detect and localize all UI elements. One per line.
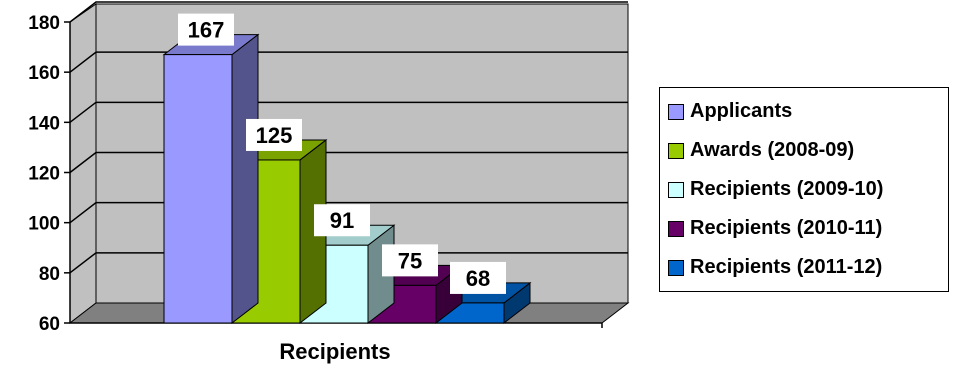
data-label-bg — [382, 244, 438, 277]
bar-side — [231, 33, 259, 325]
data-label: 91 — [314, 204, 370, 237]
legend-label: Applicants — [690, 100, 793, 122]
legend-item: Awards (2008-09) — [668, 131, 948, 170]
bar-front — [163, 54, 233, 324]
data-label: 167 — [178, 13, 234, 46]
legend-swatch — [668, 181, 684, 198]
legend: Applicants Awards (2008-09) Recipients (20… — [659, 87, 949, 292]
bar — [162, 33, 260, 325]
legend-label: Recipients (2010-11) — [690, 217, 883, 239]
legend-item: Recipients (2011-12) — [668, 248, 948, 287]
side-wall — [69, 3, 97, 325]
data-label: 125 — [246, 118, 302, 151]
legend-label: Recipients (2011-12) — [690, 256, 883, 278]
data-label-text: 125 — [256, 123, 293, 148]
y-tick-label: 140 — [28, 113, 60, 134]
y-tick-label: 160 — [28, 63, 60, 84]
legend-swatch — [668, 259, 684, 276]
y-tick-label: 60 — [39, 314, 60, 335]
legend-label: Awards (2008-09) — [690, 139, 855, 161]
data-label-bg — [246, 118, 302, 151]
gridlines — [69, 1, 628, 274]
data-labels: 167 125 91 75 68 — [178, 13, 506, 294]
data-label-bg — [450, 261, 506, 294]
y-tick-label: 180 — [28, 13, 60, 34]
data-label: 68 — [450, 261, 506, 294]
gridline — [69, 201, 628, 224]
legend-label: Recipients (2009-10) — [690, 178, 884, 200]
legend-swatch — [668, 220, 684, 237]
y-tick-label: 100 — [28, 214, 60, 235]
gridline — [69, 101, 628, 123]
y-tick-label: 120 — [28, 164, 60, 185]
data-label-bg — [314, 204, 370, 237]
y-tick-label: 80 — [39, 264, 60, 285]
data-label-text: 68 — [466, 266, 490, 291]
y-axis: 60 80 100 120 140 160 180 — [28, 13, 603, 335]
legend-item: Applicants — [668, 92, 948, 131]
data-label-text: 91 — [330, 208, 354, 233]
legend-swatch — [668, 142, 684, 159]
gridline — [69, 51, 628, 73]
x-axis-title: Recipients — [279, 339, 390, 364]
data-label-text: 75 — [398, 248, 422, 273]
gridline — [69, 252, 628, 274]
data-label: 75 — [382, 244, 438, 277]
legend-swatch — [668, 103, 684, 120]
legend-item: Recipients (2010-11) — [668, 209, 948, 248]
gridline — [69, 151, 628, 174]
data-label-text: 167 — [188, 18, 225, 43]
gridline — [69, 1, 628, 23]
legend-item: Recipients (2009-10) — [668, 170, 948, 209]
data-label-bg — [178, 13, 234, 46]
